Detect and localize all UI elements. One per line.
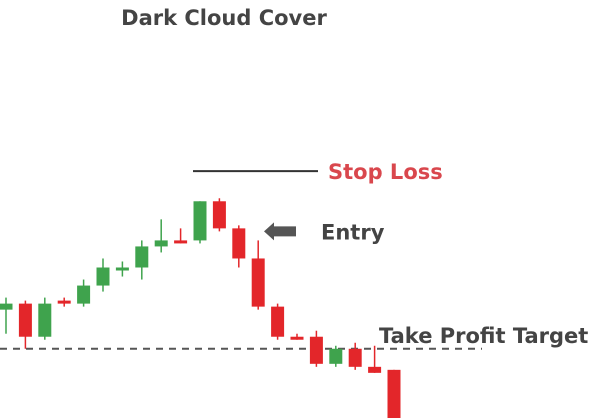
entry-label: Entry <box>321 220 385 244</box>
take-profit-label: Take Profit Target <box>379 324 588 348</box>
bearish-candle <box>251 258 265 307</box>
candles-group <box>0 198 401 418</box>
bullish-candle <box>115 267 129 271</box>
bearish-candle <box>368 366 382 373</box>
bearish-candle <box>348 348 362 367</box>
bullish-candle <box>38 303 52 337</box>
bearish-candle <box>271 306 285 337</box>
stop-loss-label: Stop Loss <box>328 160 443 184</box>
bullish-candle <box>77 285 91 304</box>
bearish-candle <box>309 336 323 364</box>
bearish-candle <box>57 300 71 304</box>
bearish-candle <box>232 228 246 259</box>
bearish-candle <box>387 369 401 418</box>
bullish-candle <box>154 240 168 247</box>
entry-arrow-icon <box>264 222 296 241</box>
bearish-candle <box>290 336 304 340</box>
bullish-candle <box>0 303 13 310</box>
bullish-candle <box>329 348 343 364</box>
bearish-candle <box>212 201 226 229</box>
bullish-candle <box>135 246 149 268</box>
bullish-candle <box>96 267 110 286</box>
bearish-candle <box>18 303 32 337</box>
chart-title: Dark Cloud Cover <box>121 6 327 30</box>
bullish-candle <box>193 201 207 241</box>
bearish-candle <box>174 240 188 244</box>
